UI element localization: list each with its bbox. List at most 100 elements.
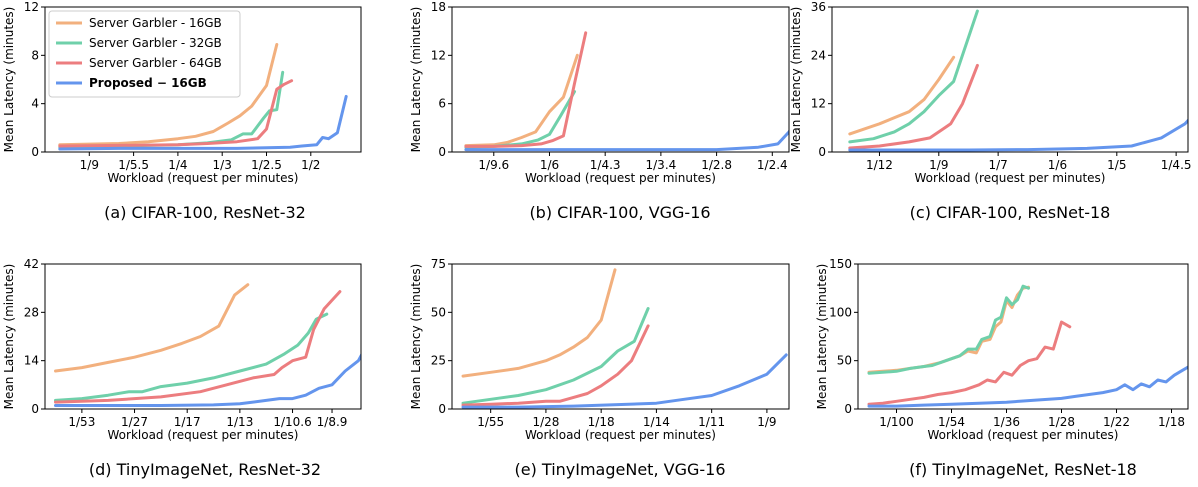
- plot-frame: [451, 6, 790, 153]
- series-line-server-garbler-32gb: [54, 312, 329, 402]
- x-tick-label: 1/36: [993, 415, 1020, 429]
- series-line-proposed-16gb: [464, 129, 789, 152]
- x-tick-label: 1/53: [68, 415, 95, 429]
- panel-caption: (d) TinyImageNet, ResNet-32: [89, 460, 321, 479]
- x-axis-label: Workload (request per minutes): [928, 428, 1119, 442]
- plot-frame: [451, 263, 790, 410]
- series-line-server-garbler-16gb: [58, 43, 279, 147]
- y-tick-label: 150: [829, 257, 852, 271]
- chart-panel-2: 0 6 12 18 1/9.6 1/6 1/4.3 1/3.4 1/2.8 1/2.4 Worklo…: [409, 0, 790, 222]
- x-tick-label: 1/13: [226, 415, 253, 429]
- y-tick-label: 12: [431, 48, 446, 62]
- x-tick-label: 1/18: [1158, 415, 1185, 429]
- x-tick-label: 1/22: [1103, 415, 1130, 429]
- series-line-proposed-16gb: [867, 365, 1188, 408]
- x-tick-label: 1/55: [477, 415, 504, 429]
- series-line-server-garbler-16gb: [464, 53, 579, 148]
- series-line-server-garbler-32gb: [867, 284, 1030, 375]
- legend-label: Server Garbler - 32GB: [89, 36, 222, 50]
- series-line-server-garbler-64gb: [54, 290, 342, 404]
- x-tick-label: 1/4.3: [590, 158, 621, 172]
- x-axis-label: Workload (request per minutes): [525, 171, 716, 185]
- y-axis-label: Mean Latency (minutes): [409, 264, 423, 410]
- x-tick-label: 1/2: [301, 158, 320, 172]
- x-tick-label: 1/2.4: [757, 158, 788, 172]
- series-line-proposed-16gb: [54, 352, 361, 407]
- y-tick-label: 0: [844, 402, 852, 416]
- series-line-server-garbler-16gb: [54, 283, 250, 373]
- y-tick-label: 4: [31, 97, 39, 111]
- x-tick-label: 1/4.5: [1161, 158, 1192, 172]
- series-line-server-garbler-64gb: [461, 324, 650, 407]
- plot-frame: [44, 6, 362, 153]
- x-axis-label: Workload (request per minutes): [108, 428, 299, 442]
- series-line-server-garbler-16gb: [461, 268, 617, 378]
- y-tick-label: 50: [837, 354, 852, 368]
- x-tick-label: 1/10.6: [273, 415, 311, 429]
- x-tick-label: 1/2.5: [251, 158, 282, 172]
- x-tick-label: 1/9: [80, 158, 99, 172]
- y-tick-label: 0: [31, 402, 39, 416]
- x-tick-label: 1/9: [929, 158, 948, 172]
- chart-panel-5: 0 25 50 75 1/55 1/28 1/18 1/14 1/11 1/9 Workload (…: [409, 257, 790, 479]
- x-tick-label: 1/3.4: [646, 158, 677, 172]
- x-tick-label: 1/14: [643, 415, 670, 429]
- panel-caption: (a) CIFAR-100, ResNet-32: [104, 203, 306, 222]
- series-line-server-garbler-32gb: [848, 9, 979, 144]
- x-tick-label: 1/54: [938, 415, 965, 429]
- series-line-proposed-16gb: [848, 118, 1188, 152]
- y-tick-label: 0: [438, 145, 446, 159]
- y-tick-label: 0: [818, 145, 826, 159]
- y-tick-label: 0: [31, 145, 39, 159]
- y-tick-label: 36: [811, 0, 826, 14]
- y-tick-label: 28: [24, 305, 39, 319]
- panel-caption: (c) CIFAR-100, ResNet-18: [910, 203, 1111, 222]
- x-tick-label: 1/17: [174, 415, 201, 429]
- x-tick-label: 1/9.6: [478, 158, 509, 172]
- x-tick-label: 1/4: [168, 158, 187, 172]
- y-axis-label: Mean Latency (minutes): [789, 7, 803, 153]
- y-axis-label: Mean Latency (minutes): [815, 264, 829, 410]
- series-line-proposed-16gb: [58, 94, 348, 151]
- y-tick-label: 25: [431, 354, 446, 368]
- legend-label: Proposed − 16GB: [89, 76, 207, 90]
- series-line-server-garbler-32gb: [461, 307, 650, 405]
- x-axis-label: Workload (request per minutes): [915, 171, 1106, 185]
- panel-caption: (f) TinyImageNet, ResNet-18: [909, 460, 1137, 479]
- y-axis-label: Mean Latency (minutes): [2, 7, 16, 153]
- y-tick-label: 12: [811, 97, 826, 111]
- y-tick-label: 100: [829, 305, 852, 319]
- legend-label: Server Garbler - 16GB: [89, 16, 222, 30]
- y-tick-label: 18: [431, 0, 446, 14]
- series-line-proposed-16gb: [461, 353, 788, 409]
- series-line-server-garbler-16gb: [848, 55, 956, 136]
- y-tick-label: 6: [438, 97, 446, 111]
- series-line-server-garbler-64gb: [464, 31, 588, 148]
- legend-label: Server Garbler - 64GB: [89, 56, 222, 70]
- x-tick-label: 1/5.5: [118, 158, 149, 172]
- y-tick-label: 14: [24, 354, 39, 368]
- y-axis-label: Mean Latency (minutes): [409, 7, 423, 153]
- y-tick-label: 12: [24, 0, 39, 14]
- series-line-server-garbler-64gb: [848, 63, 979, 150]
- x-tick-label: 1/6: [540, 158, 559, 172]
- x-tick-label: 1/28: [532, 415, 559, 429]
- chart-panel-4: 0 14 28 42 1/53 1/27 1/17 1/13 1/10.6 1/8.9 Worklo…: [2, 257, 362, 479]
- x-tick-label: 1/100: [879, 415, 914, 429]
- plot-frame: [44, 263, 362, 410]
- x-tick-label: 1/8.9: [317, 415, 348, 429]
- chart-panel-3: 0 12 24 36 1/12 1/9 1/7 1/6 1/5 1/4.5 Workload (re…: [789, 0, 1192, 222]
- y-tick-label: 24: [811, 48, 826, 62]
- x-tick-label: 1/27: [121, 415, 148, 429]
- chart-panel-6: 0 50 100 150 1/100 1/54 1/36 1/28 1/22 1/18 Worklo…: [815, 257, 1189, 479]
- y-axis-label: Mean Latency (minutes): [2, 264, 16, 410]
- x-tick-label: 1/9: [757, 415, 776, 429]
- y-tick-label: 42: [24, 257, 39, 271]
- x-tick-label: 1/12: [866, 158, 893, 172]
- x-tick-label: 1/11: [698, 415, 725, 429]
- x-tick-label: 1/2.8: [701, 158, 732, 172]
- plot-frame: [857, 263, 1189, 410]
- x-tick-label: 1/5: [1107, 158, 1126, 172]
